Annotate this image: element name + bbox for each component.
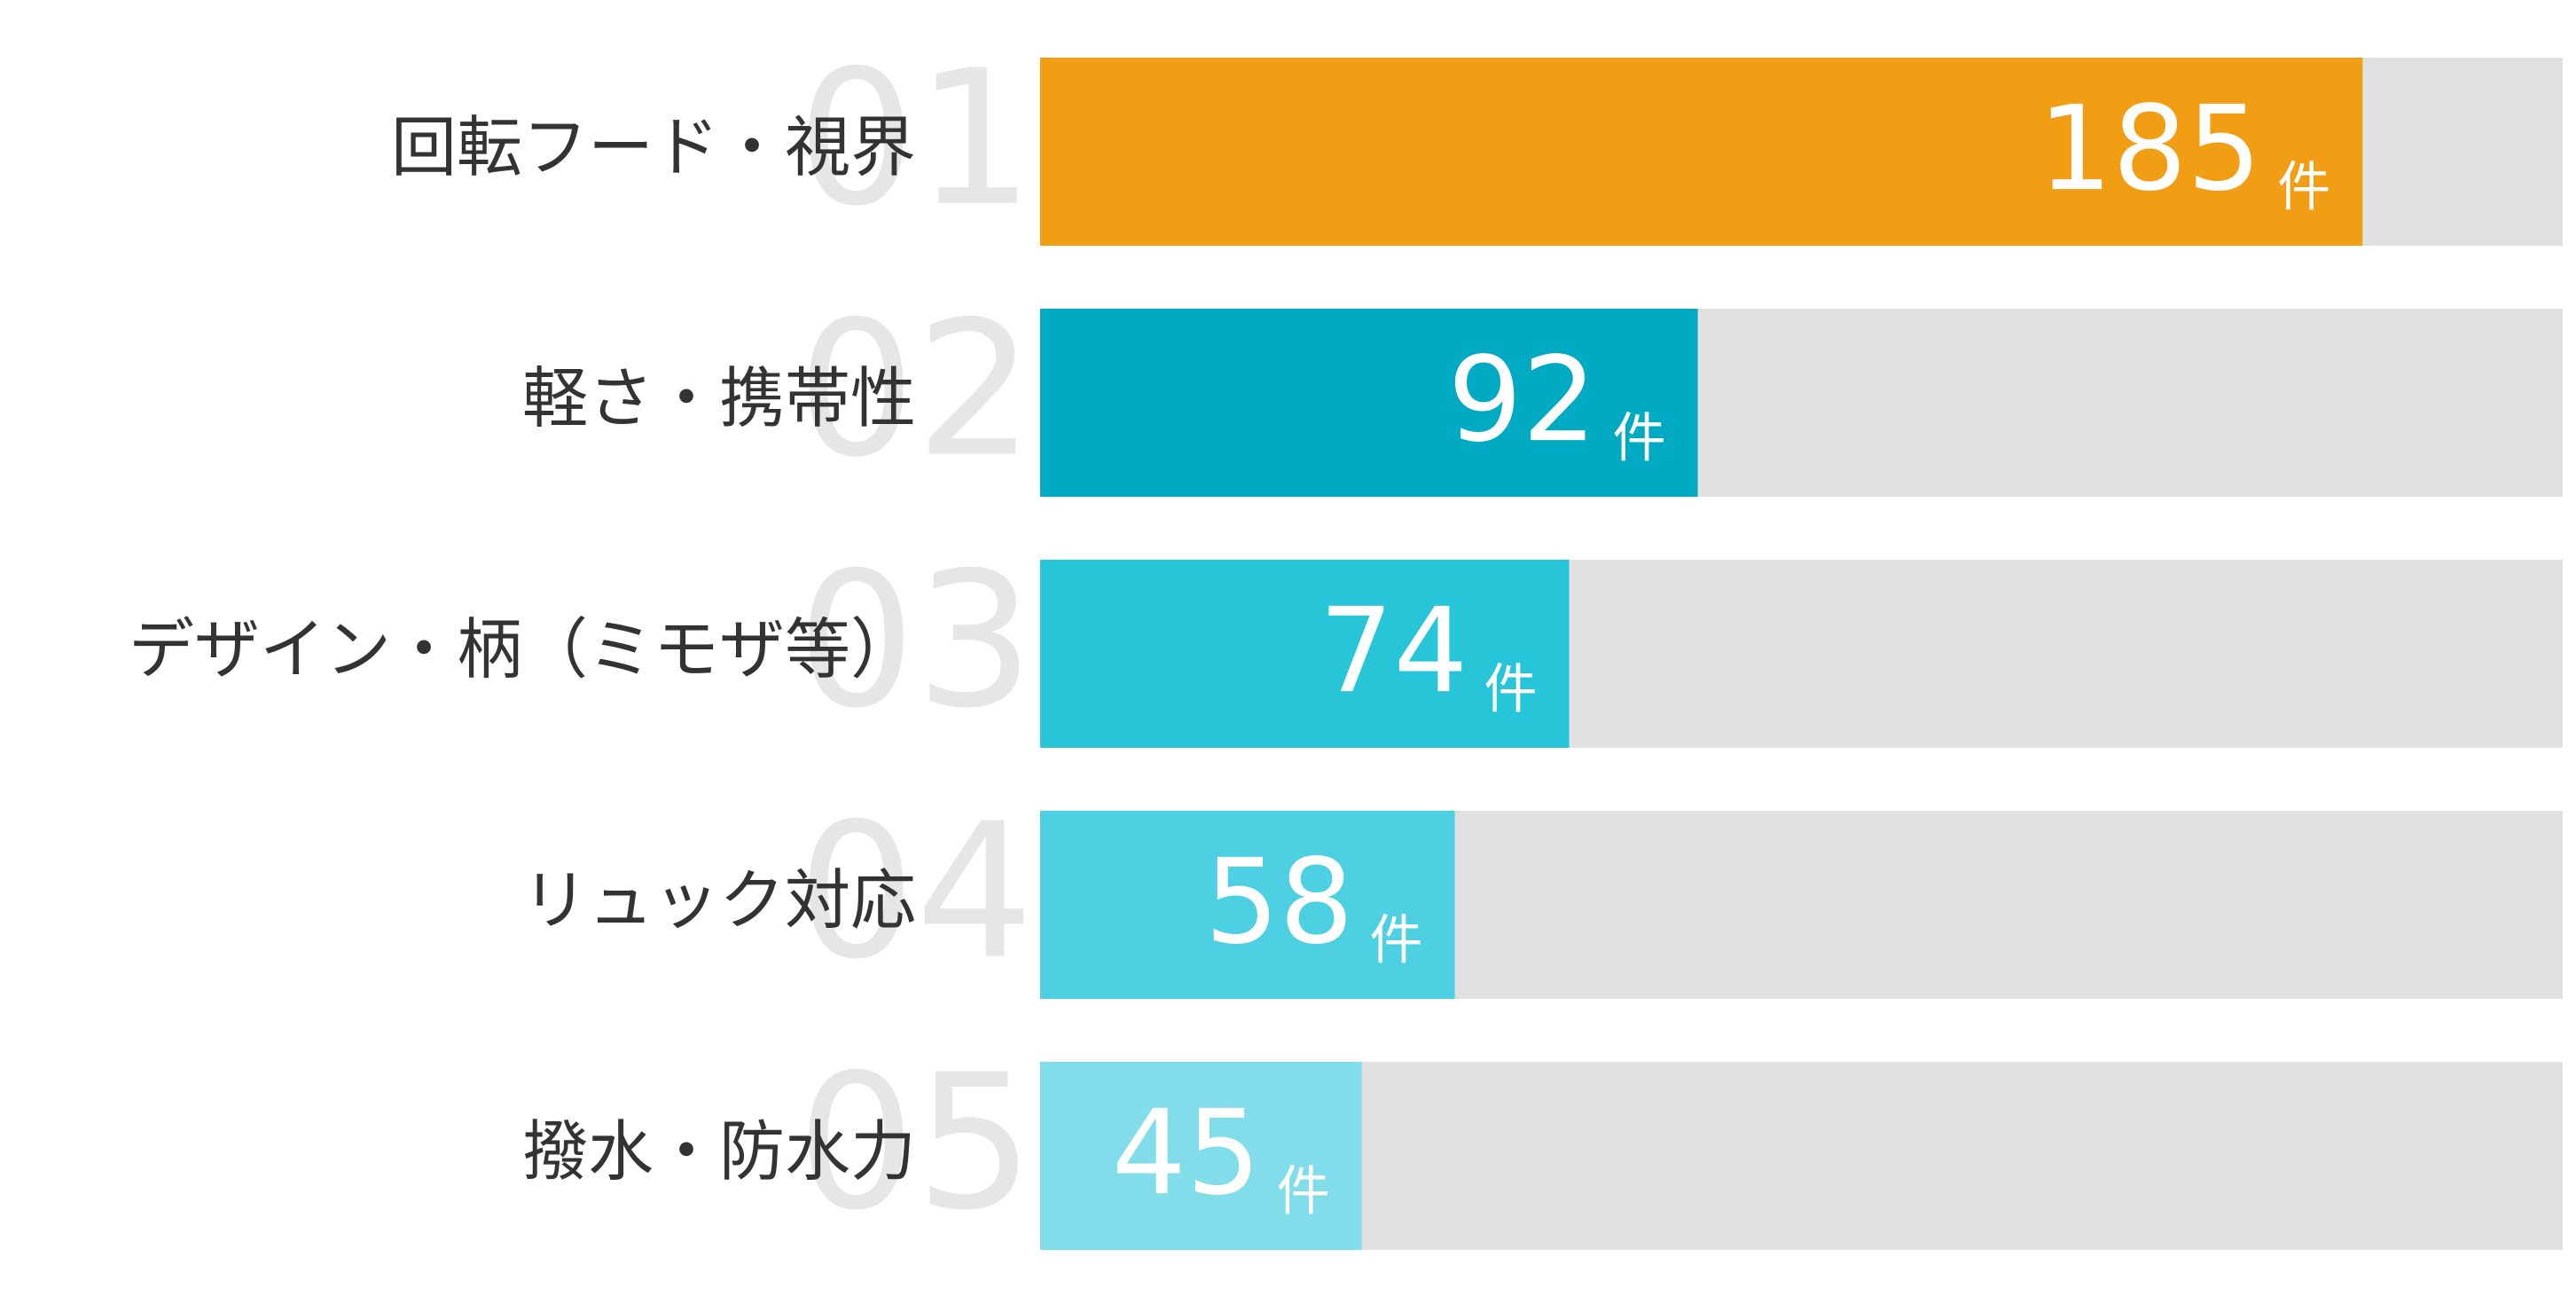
bar	[1040, 58, 2363, 246]
value-unit: 件	[1484, 659, 1538, 721]
category-label: リュック対応	[522, 863, 916, 939]
rank-number: 02	[797, 281, 1034, 499]
value-label: 185	[2038, 81, 2261, 217]
rank-number: 05	[797, 1034, 1034, 1252]
category-label: 撥水・防水力	[522, 1114, 916, 1190]
bar	[1040, 1062, 1362, 1250]
value-label: 58	[1205, 834, 1354, 970]
value-label: 74	[1319, 583, 1468, 719]
bar	[1040, 560, 1570, 748]
category-label: デザイン・柄（ミモザ等）	[129, 612, 916, 688]
value-unit: 件	[1277, 1161, 1330, 1223]
bar	[1040, 309, 1698, 497]
value-label: 45	[1112, 1085, 1261, 1222]
rank-number: 04	[797, 783, 1034, 1001]
value-label: 92	[1448, 332, 1597, 468]
category-label: 軽さ・携帯性	[522, 361, 916, 437]
rank-number: 01	[797, 30, 1034, 247]
value-unit: 件	[2277, 157, 2330, 219]
category-label: 回転フード・視界	[391, 110, 916, 186]
rank-number: 03	[797, 532, 1034, 750]
value-unit: 件	[1613, 408, 1666, 470]
value-unit: 件	[1370, 910, 1423, 972]
bar	[1040, 811, 1455, 999]
